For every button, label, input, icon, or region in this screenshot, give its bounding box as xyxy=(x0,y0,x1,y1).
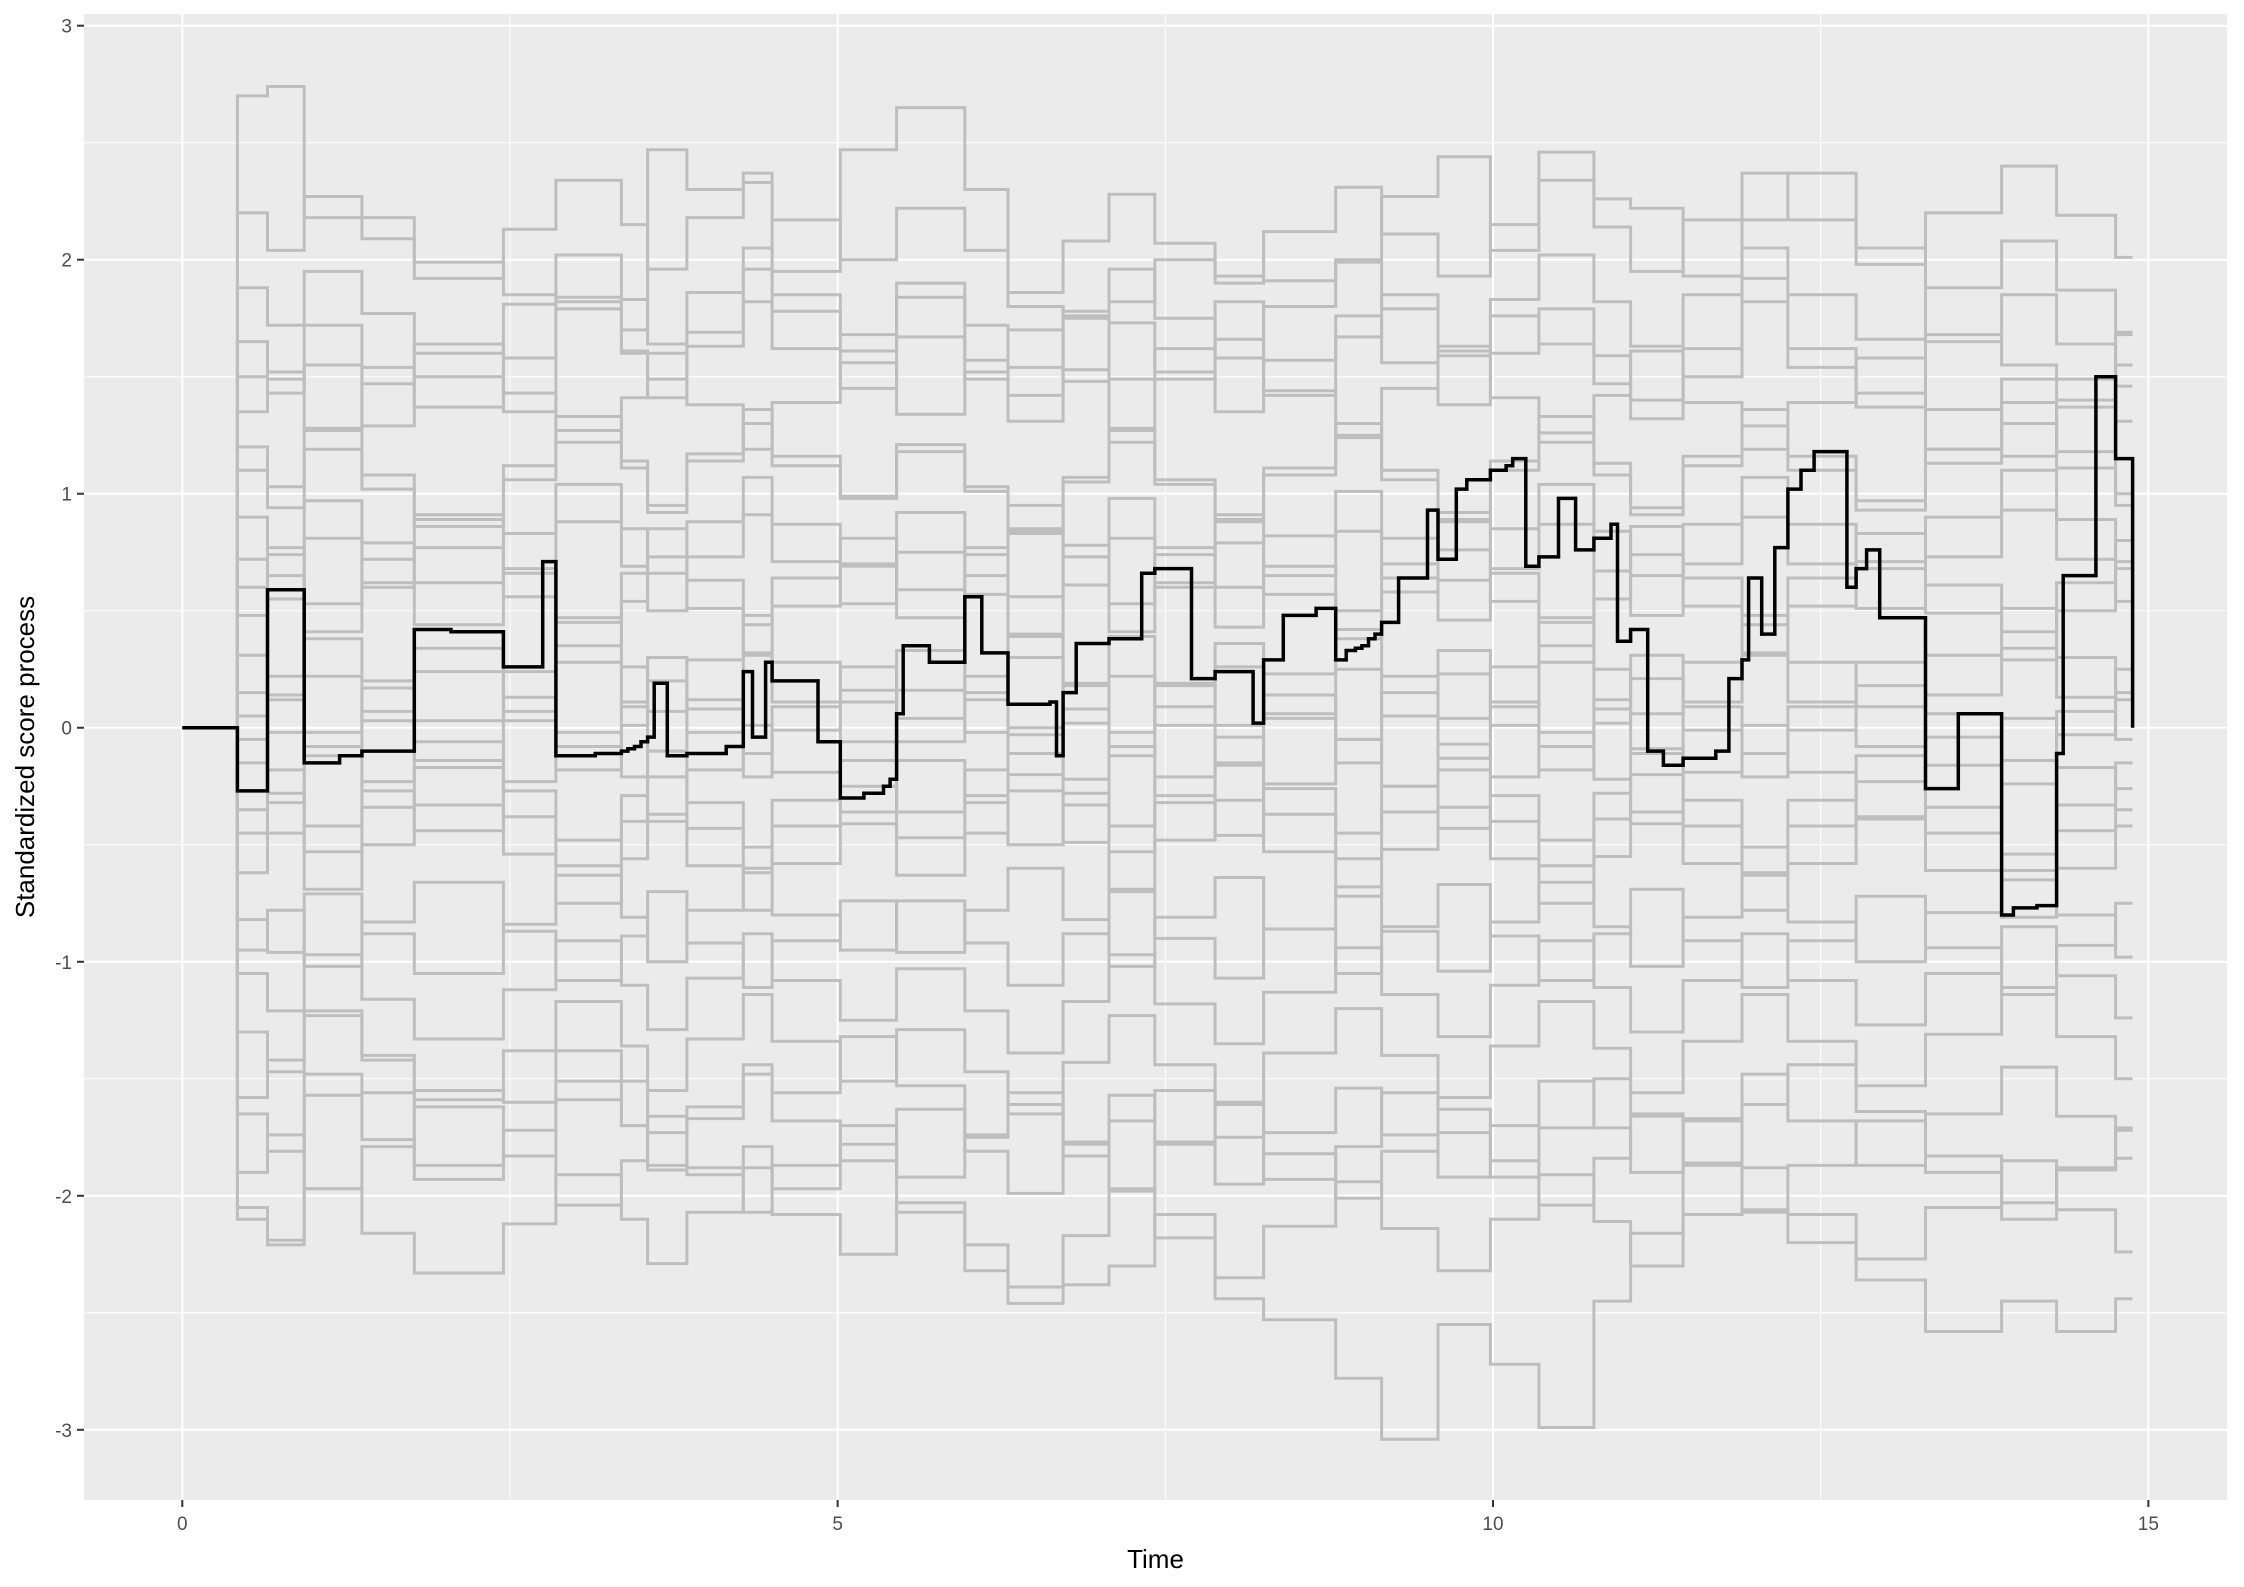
y-tick-label: -2 xyxy=(55,1187,72,1208)
simulated-series-line xyxy=(182,726,2133,882)
y-tick-label: 1 xyxy=(61,485,72,506)
simulated-series-line xyxy=(182,503,2133,730)
x-axis-title: Time xyxy=(1127,1544,1184,1574)
simulated-series-line xyxy=(182,267,2133,730)
simulated-series-line xyxy=(182,508,2133,730)
simulated-series-line xyxy=(182,164,2133,730)
y-tick-label: -3 xyxy=(55,1421,72,1442)
observed-series-group xyxy=(182,374,2135,917)
y-axis: -3 -2 -1 0 1 2 3 xyxy=(55,17,84,1442)
x-tick-label: 5 xyxy=(832,1514,843,1535)
simulated-series-line xyxy=(182,293,2133,730)
simulated-series-line xyxy=(182,726,2133,919)
x-tick-label: 15 xyxy=(2138,1514,2159,1535)
simulated-series-line xyxy=(182,726,2133,1221)
y-tick-label: 0 xyxy=(61,719,72,740)
simulated-series-line xyxy=(182,328,2133,730)
simulated-series-line xyxy=(182,468,2133,730)
simulated-series-line xyxy=(182,716,2133,847)
simulated-series-line xyxy=(182,726,2133,1205)
observed-series-line xyxy=(182,374,2135,917)
simulated-series-line xyxy=(182,656,2133,786)
x-axis: 0 5 10 15 xyxy=(177,1500,2159,1535)
simulated-series-line xyxy=(182,726,2133,987)
y-tick-label: 3 xyxy=(61,17,72,38)
y-tick-label: 2 xyxy=(61,251,72,272)
simulated-series-line xyxy=(182,532,2133,730)
simulated-series-line xyxy=(182,422,2133,730)
simulated-series-line xyxy=(182,646,2133,777)
simulated-series-line xyxy=(182,606,2133,737)
x-tick-label: 0 xyxy=(177,1514,188,1535)
simulated-series-group xyxy=(182,85,2133,1441)
simulated-series-line xyxy=(182,726,2133,1055)
simulated-series-line xyxy=(182,726,2133,856)
simulated-series-line xyxy=(182,726,2133,1289)
simulated-series-line xyxy=(182,632,2133,762)
simulated-series-line xyxy=(182,726,2133,1195)
y-axis-title: Standardized score process xyxy=(10,596,40,918)
simulated-series-line xyxy=(182,726,2133,996)
simulated-series-line xyxy=(182,239,2133,730)
x-tick-label: 10 xyxy=(1482,1514,1503,1535)
simulated-series-line xyxy=(182,726,2133,1116)
y-tick-label: -1 xyxy=(55,953,72,974)
simulated-series-line xyxy=(182,401,2133,730)
